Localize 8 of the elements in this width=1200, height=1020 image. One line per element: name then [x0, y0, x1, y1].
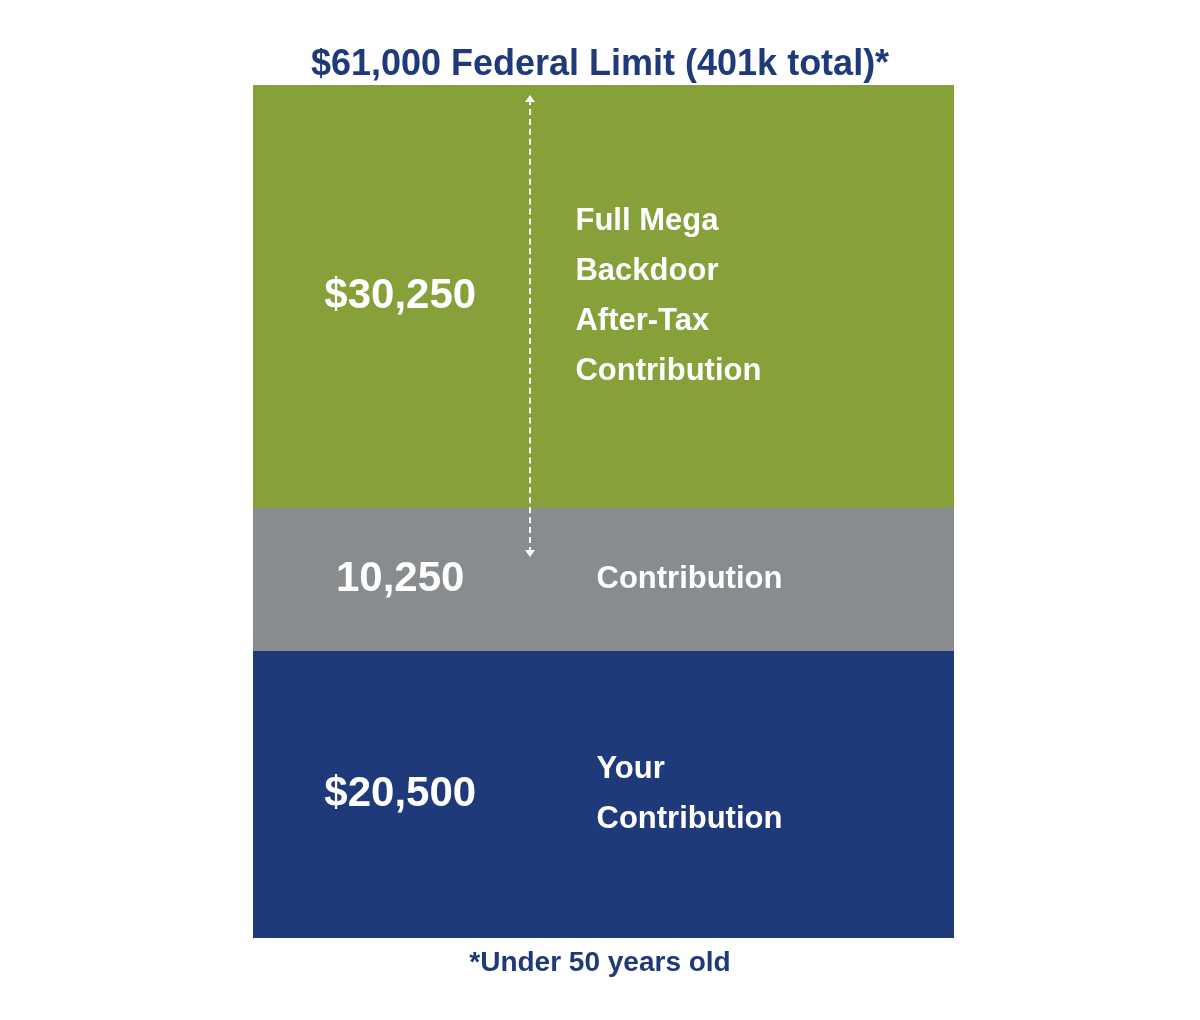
data-label: $20,500 — [324, 768, 477, 816]
data-label: $30,250 — [324, 270, 477, 318]
series-label: Contribution — [596, 560, 783, 596]
data-label: 10,250 — [335, 553, 465, 601]
text: *Under 50 years old — [468, 946, 732, 978]
chart-title: $61,000 Federal Limit (401k total)* — [309, 41, 891, 85]
series-label: Full Mega Backdoor After-Tax Contribution — [575, 202, 762, 388]
series-label: Your Contribution — [596, 750, 783, 836]
